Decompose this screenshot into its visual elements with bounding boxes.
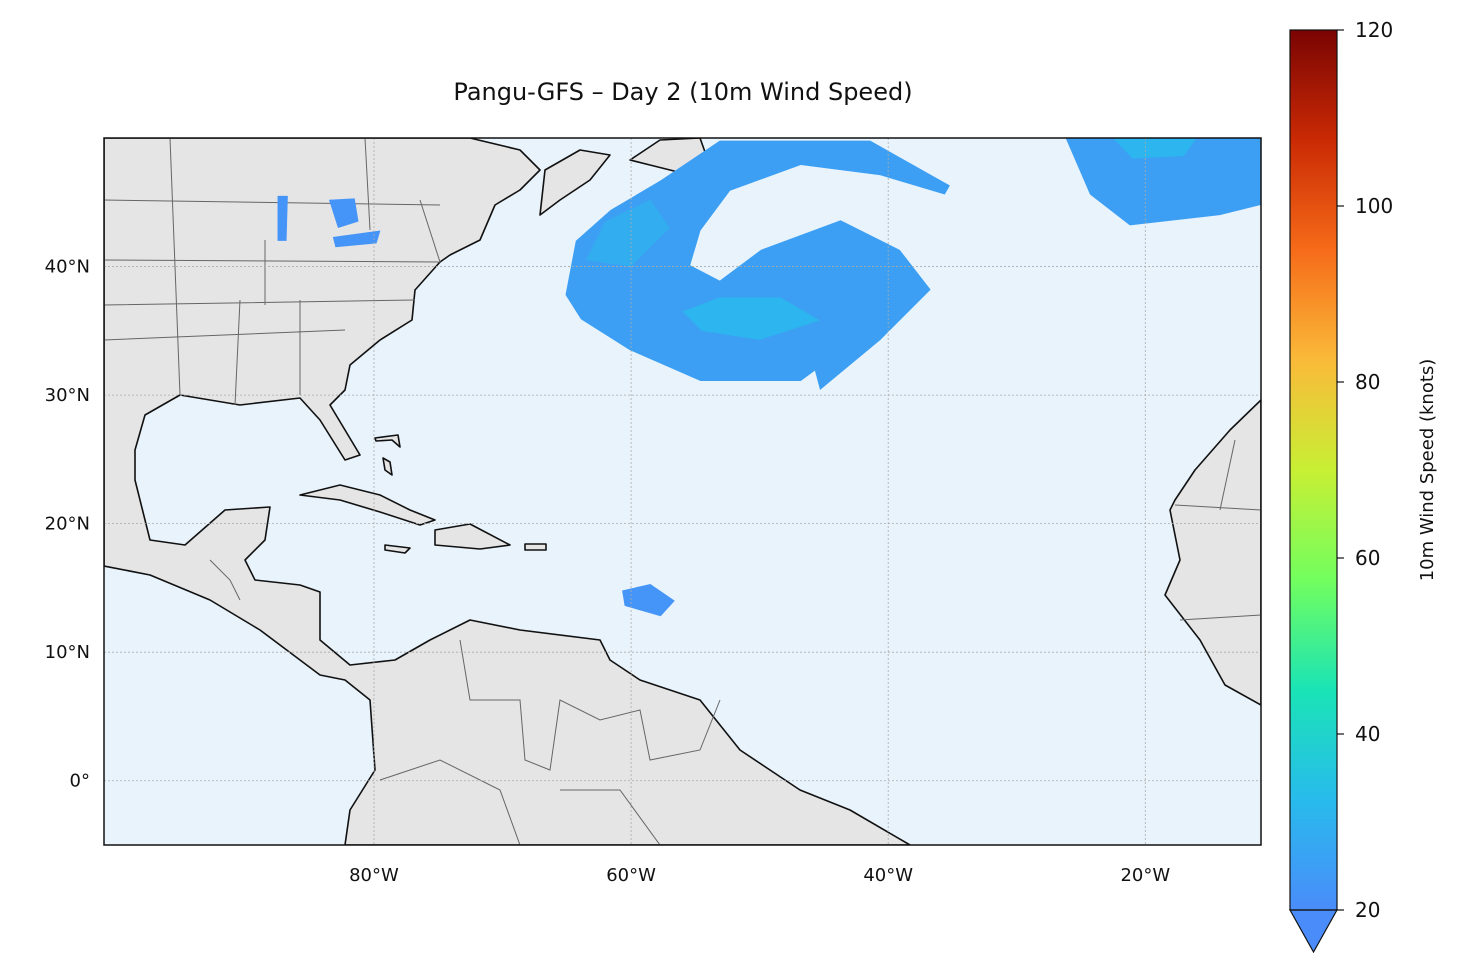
bahamas bbox=[374, 434, 401, 476]
y-tick-label: 20°N bbox=[45, 514, 90, 535]
americas bbox=[104, 138, 911, 845]
puerto-rico bbox=[524, 543, 547, 551]
jamaica bbox=[384, 544, 411, 554]
state-borders bbox=[104, 138, 1261, 621]
cuba bbox=[299, 484, 436, 526]
x-tick-label: 60°W bbox=[606, 865, 656, 886]
wind-region bbox=[565, 140, 950, 390]
y-tick-label: 30°N bbox=[45, 385, 90, 406]
y-tick-label: 0° bbox=[70, 771, 90, 792]
x-tick-label: 20°W bbox=[1120, 865, 1170, 886]
colorbar-label: 10m Wind Speed (knots) bbox=[1417, 359, 1438, 582]
colorbar-tick-label: 120 bbox=[1355, 18, 1393, 42]
plot-frame bbox=[103, 137, 1262, 846]
x-tick-label: 80°W bbox=[349, 865, 399, 886]
colorbar-tick-label: 40 bbox=[1355, 722, 1380, 746]
africa bbox=[1164, 399, 1261, 706]
wind-region bbox=[622, 584, 675, 617]
colorbar-tick-label: 20 bbox=[1355, 898, 1380, 922]
y-tick-label: 10°N bbox=[45, 642, 90, 663]
wind-region bbox=[332, 230, 381, 248]
x-tick-label: 40°W bbox=[863, 865, 913, 886]
wind-region bbox=[328, 198, 359, 228]
colorbar bbox=[1290, 30, 1337, 910]
wind-region bbox=[586, 199, 670, 267]
wind-region bbox=[682, 297, 821, 340]
wind-region bbox=[277, 195, 288, 241]
wind-region bbox=[1113, 138, 1197, 159]
colorbar-frame bbox=[1289, 29, 1338, 911]
colorbar-tick-label: 80 bbox=[1355, 370, 1380, 394]
colorbar-tick-label: 60 bbox=[1355, 546, 1380, 570]
grid-layer bbox=[104, 138, 1261, 845]
colorbar-extend bbox=[1288, 909, 1339, 954]
colorbar-tick-label: 100 bbox=[1355, 194, 1393, 218]
hispaniola bbox=[434, 523, 511, 550]
y-tick-label: 40°N bbox=[45, 257, 90, 278]
wind-layer bbox=[277, 138, 1261, 617]
wind-region bbox=[1065, 138, 1261, 226]
land-layer bbox=[104, 138, 1261, 845]
newfoundland bbox=[539, 149, 611, 216]
chart-title: Pangu-GFS – Day 2 (10m Wind Speed) bbox=[453, 78, 912, 106]
country-borders bbox=[209, 559, 721, 845]
